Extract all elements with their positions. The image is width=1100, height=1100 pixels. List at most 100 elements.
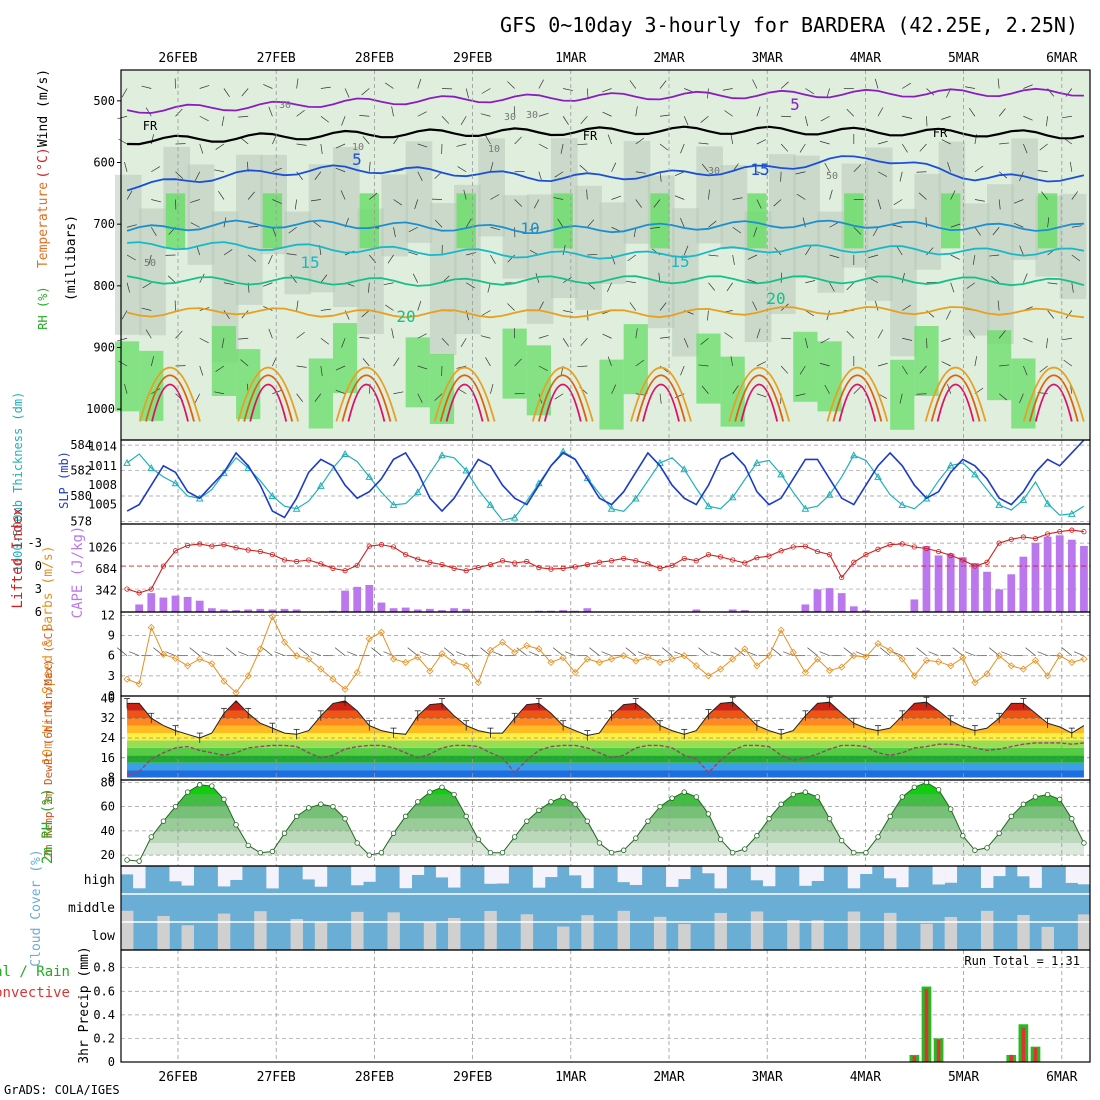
lifted-index-point	[766, 553, 772, 559]
wind-barb	[1037, 170, 1048, 173]
temperature-contour	[126, 306, 1085, 319]
wind-barb	[296, 365, 307, 368]
wind-barb	[602, 333, 612, 339]
wind-barb	[126, 254, 136, 261]
lifted-index-point	[257, 548, 263, 555]
surface-temperature-arch	[433, 366, 496, 422]
wind-barb	[175, 171, 184, 179]
wind-barb	[272, 356, 277, 367]
wind-barb	[414, 199, 419, 210]
temp-band	[127, 700, 1084, 704]
wind-barb	[391, 106, 394, 117]
cape-bar	[365, 584, 374, 612]
rh-gray-patch	[502, 195, 530, 279]
precip-tick-label: 0.6	[93, 984, 115, 998]
cloud-low-area	[944, 917, 958, 950]
surface-wind-barb	[492, 651, 503, 657]
surface-temperature-arch	[151, 383, 189, 422]
surface-wind-barb	[892, 651, 903, 657]
cloud-high-gap	[629, 866, 643, 885]
lifted-index-point	[403, 552, 409, 558]
wind-barb	[846, 108, 855, 117]
wind-barb	[916, 171, 927, 173]
wind-barb	[629, 302, 637, 311]
wind-tick-label: 12	[101, 608, 115, 622]
wind-barb	[417, 365, 428, 370]
wind-barb	[877, 171, 887, 177]
cape-tick-label: 342	[95, 584, 117, 598]
lifted-index-point	[923, 545, 930, 552]
wind-barb	[263, 84, 273, 89]
cloud-low-area	[1017, 914, 1030, 950]
pressure-tick-label: 700	[93, 217, 115, 231]
rh-green-patch	[914, 326, 939, 397]
lifted-index-point	[294, 558, 300, 565]
wind-barb	[314, 171, 322, 180]
wind-barb	[118, 138, 128, 145]
wind-barb	[659, 143, 669, 151]
wind-barb	[819, 362, 830, 367]
slp-axis-label: SLP (mb)	[57, 451, 71, 509]
cloud-high-gap	[532, 866, 546, 888]
surface-wind-barb	[674, 651, 685, 657]
wind-barb	[899, 393, 903, 404]
wind-barb	[877, 329, 884, 339]
wind-barb	[635, 199, 642, 208]
rh-point	[633, 835, 639, 841]
wind-barb	[896, 246, 903, 256]
cloud-low-area	[314, 921, 328, 950]
lifted-index-point	[717, 554, 724, 560]
wind-barb	[466, 252, 476, 256]
lifted-index-point	[814, 548, 821, 555]
rh-point	[584, 818, 591, 824]
cloud-high-gap	[932, 866, 945, 885]
surface-temperature-arch	[642, 383, 680, 422]
wind-speed-point	[1007, 662, 1015, 670]
contour-label: 30	[279, 100, 291, 111]
precip-convective-bar	[912, 1056, 917, 1062]
wind-barb	[466, 282, 475, 289]
wind-barb	[272, 227, 277, 237]
rh-point	[560, 794, 566, 800]
wind-barb	[118, 360, 128, 367]
wind-barb	[635, 328, 638, 339]
rh-green-patch	[332, 323, 358, 394]
thickness-tick-label: 580	[70, 489, 92, 503]
surface-wind-barb	[262, 647, 273, 656]
lifted_cape-frame	[120, 523, 1091, 613]
surface-wind-barb	[879, 647, 891, 656]
cloud-high-gap	[121, 866, 134, 875]
wind-barb	[248, 226, 259, 228]
wind-speed-point	[898, 655, 906, 663]
rh-point	[657, 803, 663, 810]
wind-barb	[974, 227, 981, 236]
surface-temperature-arch	[924, 366, 987, 422]
surface-wind-barb	[310, 651, 321, 657]
wind-speed-point	[559, 654, 567, 662]
wind-speed-point	[1080, 655, 1088, 663]
wind-barb	[965, 86, 975, 89]
cloud-high-gap	[750, 866, 764, 881]
contour-label: 30	[708, 166, 720, 177]
wind-barb	[701, 163, 709, 172]
wind-barb	[320, 337, 330, 345]
wind-barb	[124, 384, 128, 394]
rh-gray-patch	[381, 174, 409, 257]
cape-bar	[401, 607, 410, 612]
wind-speed-point	[607, 655, 616, 663]
wind-barb	[480, 113, 491, 117]
thickness-point	[728, 493, 737, 501]
wind-speed-point	[922, 656, 931, 664]
rh-point	[342, 816, 348, 822]
wind-barb	[1061, 115, 1072, 119]
wind-barb	[560, 143, 564, 154]
wind-speed-point	[402, 658, 410, 666]
rh-point	[160, 818, 167, 824]
wind-barb	[659, 171, 662, 182]
wind-barb	[950, 254, 960, 260]
pressure-tick-label: 900	[93, 341, 115, 355]
temp-tick-label: 40	[101, 691, 115, 705]
wind-barb	[998, 199, 1001, 210]
wind-barb	[369, 192, 378, 200]
rh-point	[669, 795, 675, 801]
